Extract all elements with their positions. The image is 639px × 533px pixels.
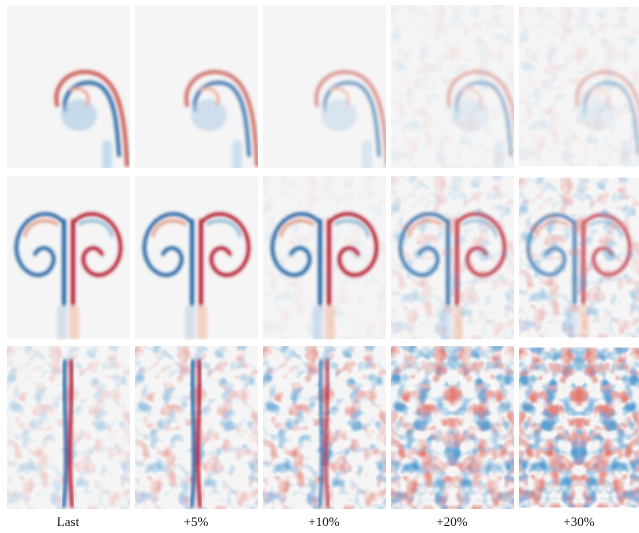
row-1 xyxy=(7,5,639,168)
figure: Last +5% +10% +20% +30% xyxy=(0,0,639,533)
panel xyxy=(7,176,130,339)
panel xyxy=(263,176,386,339)
column-labels: Last +5% +10% +20% +30% xyxy=(57,514,595,529)
panel xyxy=(391,5,519,168)
panel xyxy=(7,346,130,509)
panel xyxy=(519,178,639,337)
panel xyxy=(135,176,258,339)
panel xyxy=(391,346,514,509)
row-2 xyxy=(7,176,639,339)
panel xyxy=(263,346,386,509)
column-label: +30% xyxy=(563,514,594,529)
panel xyxy=(519,7,639,166)
row-3 xyxy=(7,346,639,509)
column-label: +5% xyxy=(184,514,209,529)
panel xyxy=(135,346,258,509)
panel xyxy=(519,348,639,507)
panel xyxy=(135,5,258,168)
column-label: +10% xyxy=(308,514,339,529)
panel xyxy=(391,176,514,339)
panel xyxy=(7,5,130,168)
panel xyxy=(263,5,387,168)
column-label: Last xyxy=(57,514,80,529)
column-label: +20% xyxy=(436,514,467,529)
